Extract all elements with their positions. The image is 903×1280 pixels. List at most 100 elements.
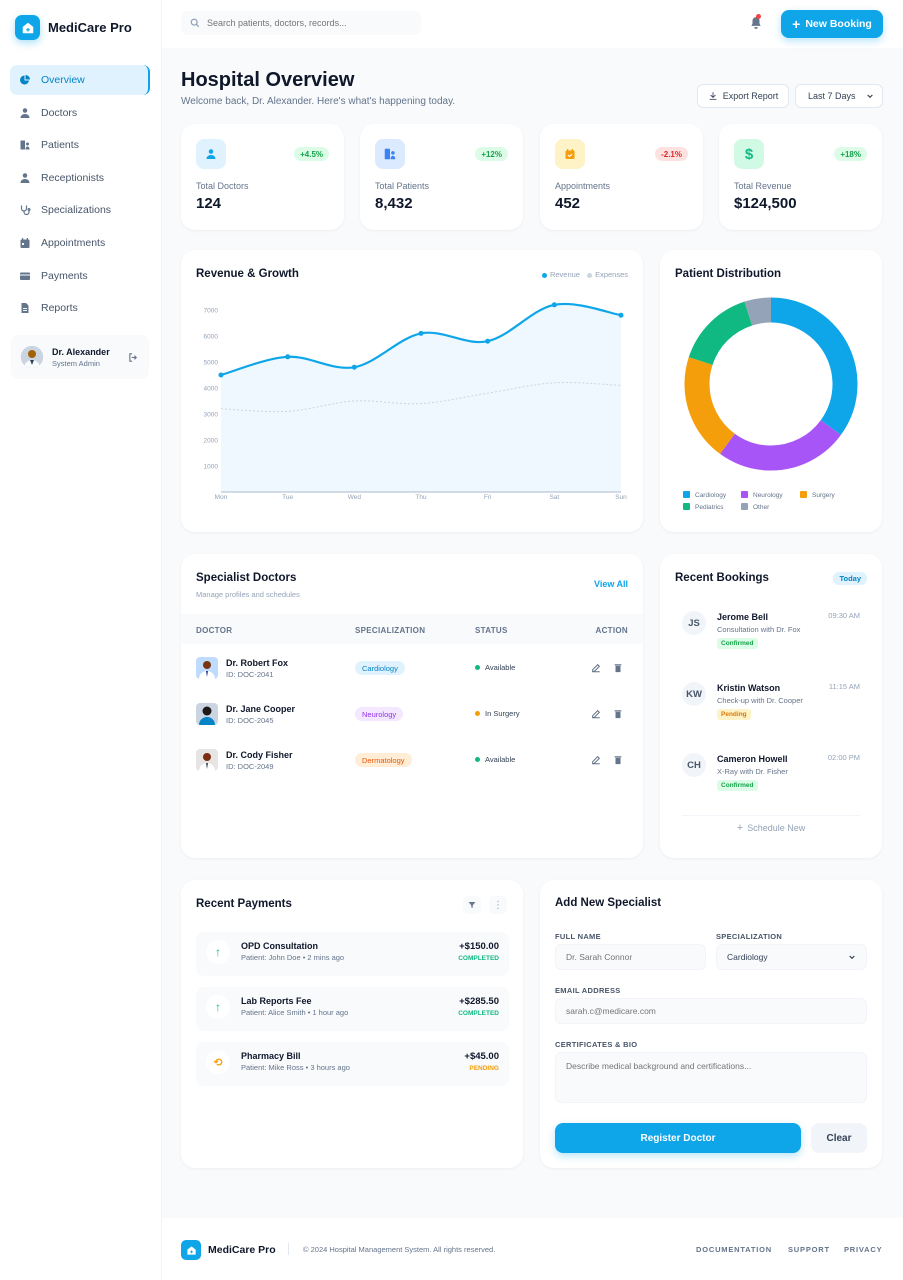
edit-icon[interactable] bbox=[591, 755, 601, 765]
y-tick-label: 6000 bbox=[204, 334, 219, 341]
schedule-new-button[interactable]: + Schedule New bbox=[660, 822, 882, 834]
export-report-button[interactable]: Export Report bbox=[697, 84, 789, 108]
sidebar-item-label: Receptionists bbox=[41, 171, 105, 184]
hospital-logo-icon bbox=[181, 1240, 201, 1260]
add-specialist-card: Add New Specialist FULL NAME SPECIALIZAT… bbox=[540, 880, 882, 1168]
email-field[interactable] bbox=[555, 998, 867, 1024]
stat-delta: +4.5% bbox=[294, 147, 329, 161]
trash-icon[interactable] bbox=[613, 663, 623, 673]
patient-donut-chart: Cardiology Neurology Surgery Pediatrics Othe… bbox=[683, 297, 858, 511]
data-point-revenue bbox=[618, 312, 624, 318]
payment-item[interactable]: ↑ OPD Consultation Patient: John Doe • 2… bbox=[196, 932, 509, 976]
stat-card-patients[interactable]: +12% Total Patients 8,432 bbox=[360, 124, 523, 230]
payment-item[interactable]: ↑ Lab Reports Fee Patient: Alice Smith •… bbox=[196, 987, 509, 1031]
table-row[interactable]: Dr. Jane Cooper ID: DOC-2045 Neurology I… bbox=[181, 703, 643, 743]
legend-label: Surgery bbox=[812, 492, 836, 499]
table-row[interactable]: Dr. Cody Fisher ID: DOC-2049 Dermatology… bbox=[181, 749, 643, 789]
today-badge: Today bbox=[833, 572, 867, 585]
table-header: DOCTOR SPECIALIZATION STATUS ACTION bbox=[181, 614, 643, 644]
y-tick-label: 1000 bbox=[204, 464, 219, 471]
table-row[interactable]: Dr. Robert Fox ID: DOC-2041 Cardiology A… bbox=[181, 657, 643, 697]
logout-icon[interactable] bbox=[128, 352, 139, 363]
user-profile-card[interactable]: Dr. Alexander System Admin bbox=[11, 335, 149, 379]
sidebar-item-label: Payments bbox=[41, 269, 88, 282]
stat-delta: +12% bbox=[475, 147, 508, 161]
sidebar-item-doctors[interactable]: Doctors bbox=[10, 98, 150, 128]
booking-time: 11:15 AM bbox=[828, 682, 860, 691]
stat-card-appointments[interactable]: -2.1% Appointments 452 bbox=[540, 124, 703, 230]
specialization-badge: Neurology bbox=[355, 707, 404, 721]
full-name-field[interactable] bbox=[555, 944, 706, 970]
bio-textarea[interactable] bbox=[555, 1052, 867, 1103]
stat-card-revenue[interactable]: $ +18% Total Revenue $124,500 bbox=[719, 124, 882, 230]
booking-item[interactable]: KW Kristin Watson Check-up with Dr. Coop… bbox=[660, 682, 882, 742]
filter-button[interactable] bbox=[463, 896, 481, 914]
new-booking-button[interactable]: + New Booking bbox=[781, 10, 883, 38]
stat-value: 452 bbox=[555, 195, 581, 212]
chart-legend: Revenue Expenses bbox=[541, 270, 628, 279]
avatar bbox=[196, 657, 218, 679]
legend-swatch bbox=[741, 503, 748, 510]
doctor-name: Dr. Jane Cooper bbox=[226, 704, 296, 714]
bell-icon[interactable] bbox=[749, 16, 763, 30]
specialization-badge: Dermatology bbox=[355, 753, 412, 767]
date-range-select[interactable]: Last 7 Days bbox=[795, 84, 883, 108]
payment-status: COMPLETED bbox=[458, 1010, 499, 1017]
stat-delta: -2.1% bbox=[655, 147, 688, 161]
slice-other bbox=[684, 297, 858, 471]
status-badge: Pending bbox=[717, 709, 751, 720]
sidebar-item-receptionists[interactable]: Receptionists bbox=[10, 163, 150, 193]
bio-label: CERTIFICATES & BIO bbox=[555, 1040, 638, 1049]
column-header: STATUS bbox=[475, 626, 508, 635]
sidebar-item-payments[interactable]: Payments bbox=[10, 261, 150, 291]
footer-copyright: © 2024 Hospital Management System. All r… bbox=[303, 1245, 496, 1254]
specialization-select[interactable]: Cardiology bbox=[716, 944, 867, 970]
new-booking-label: New Booking bbox=[805, 18, 872, 30]
export-label: Export Report bbox=[722, 91, 779, 101]
recent-payments-card: Recent Payments ⋮ ↑ OPD Consultation Pat… bbox=[181, 880, 523, 1168]
search-bar[interactable] bbox=[181, 11, 421, 35]
footer-link-support[interactable]: SUPPORT bbox=[788, 1245, 830, 1254]
user-icon bbox=[20, 173, 30, 183]
trash-icon[interactable] bbox=[613, 755, 623, 765]
edit-icon[interactable] bbox=[591, 709, 601, 719]
footer-link-documentation[interactable]: DOCUMENTATION bbox=[696, 1245, 772, 1254]
sidebar-item-label: Overview bbox=[41, 74, 85, 86]
booking-name: Jerome Bell bbox=[717, 612, 769, 622]
data-point-revenue bbox=[551, 302, 557, 308]
avatar: KW bbox=[682, 682, 706, 706]
legend-revenue: Revenue bbox=[549, 270, 580, 279]
stat-label: Appointments bbox=[555, 181, 611, 191]
booking-item[interactable]: JS Jerome Bell Consultation with Dr. Fox… bbox=[660, 611, 882, 671]
clear-button[interactable]: Clear bbox=[811, 1123, 867, 1153]
x-tick-label: Sat bbox=[549, 494, 559, 501]
email-label: EMAIL ADDRESS bbox=[555, 986, 621, 995]
more-options-icon[interactable]: ⋮ bbox=[489, 896, 507, 914]
avatar: JS bbox=[682, 611, 706, 635]
booking-item[interactable]: CH Cameron Howell X-Ray with Dr. Fisher … bbox=[660, 753, 882, 813]
app-name: MediCare Pro bbox=[48, 20, 132, 35]
stat-card-doctors[interactable]: +4.5% Total Doctors 124 bbox=[181, 124, 344, 230]
sidebar-item-appointments[interactable]: Appointments bbox=[10, 228, 150, 258]
edit-icon[interactable] bbox=[591, 663, 601, 673]
sidebar-item-patients[interactable]: Patients bbox=[10, 130, 150, 160]
sidebar-item-reports[interactable]: Reports bbox=[10, 293, 150, 323]
footer-link-privacy[interactable]: PRIVACY bbox=[844, 1245, 883, 1254]
app-logo[interactable]: MediCare Pro bbox=[15, 15, 132, 40]
history-icon: ⟲ bbox=[206, 1050, 230, 1074]
payment-item[interactable]: ⟲ Pharmacy Bill Patient: Mike Ross • 3 h… bbox=[196, 1042, 509, 1086]
register-doctor-button[interactable]: Register Doctor bbox=[555, 1123, 801, 1153]
avatar: CH bbox=[682, 753, 706, 777]
search-input[interactable] bbox=[207, 18, 407, 28]
revenue-area bbox=[221, 303, 621, 492]
payments-title: Recent Payments bbox=[196, 898, 292, 910]
sidebar-item-overview[interactable]: Overview bbox=[10, 65, 150, 95]
view-all-link[interactable]: View All bbox=[593, 579, 628, 589]
sidebar-item-specializations[interactable]: Specializations bbox=[10, 195, 150, 225]
pie-chart-icon bbox=[20, 75, 30, 85]
x-tick-label: Fri bbox=[484, 494, 492, 501]
booking-desc: Consultation with Dr. Fox bbox=[717, 625, 801, 634]
sidebar-item-label: Appointments bbox=[41, 236, 106, 249]
revenue-chart-card: Revenue & Growth Revenue Expenses 1000 20… bbox=[181, 250, 643, 532]
trash-icon[interactable] bbox=[613, 709, 623, 719]
